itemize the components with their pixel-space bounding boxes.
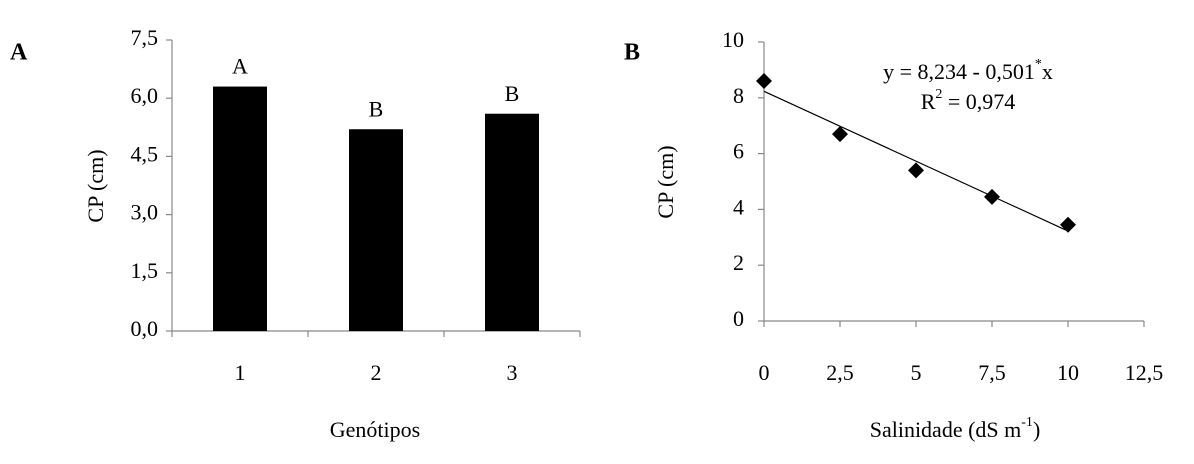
trendline [763,90,1069,232]
bar [349,129,403,331]
bar-letter: A [232,54,248,79]
marker [832,126,848,143]
panel-label: B [624,40,640,66]
equation: y = 8,234 - 0,501*x [883,57,1053,84]
r-squared: R2 = 0,974 [921,87,1016,114]
x-tick-label: 12,5 [1125,360,1164,385]
x-tick-label: 5 [911,360,922,385]
r2-sup: 2 [935,87,942,102]
y-tick-label: 0,0 [131,316,159,341]
y-axis-label: CP (cm) [83,149,108,222]
bar [213,86,267,331]
y-tick-label: 4,5 [131,141,159,166]
x-label-text: ) [1033,417,1040,442]
r2-text: = 0,974 [942,89,1015,114]
x-axis-label: Genótipos [330,417,420,442]
equation-text: y = 8,234 - 0,501 [883,59,1035,84]
x-label-text: Salinidade (dS m [870,417,1022,442]
marker [1060,216,1076,233]
y-tick-label: 10 [722,27,744,52]
x-label-sup: -1 [1021,415,1033,430]
y-tick-label: 1,5 [131,258,159,283]
bar [485,113,539,331]
y-tick-label: 4 [733,194,744,219]
x-axis-label: Salinidade (dS m-1) [870,415,1041,442]
x-tick-label: 2 [371,360,382,385]
panel-label: A [10,40,28,66]
marker [756,73,772,90]
marker [908,162,924,179]
x-tick-label: 10 [1057,360,1079,385]
x-tick-label: 3 [507,360,518,385]
bar-letter: B [369,96,384,121]
x-tick-label: 1 [235,360,246,385]
y-axis-label: CP (cm) [653,145,678,218]
r2-text: R [921,89,936,114]
marker [984,188,1000,205]
bar-letter: B [505,81,520,106]
y-tick-label: 0 [733,306,744,331]
y-tick-label: 3,0 [131,200,159,225]
equation-sup: * [1035,57,1042,72]
y-tick-label: 6,0 [131,83,159,108]
equation-text: x [1042,59,1053,84]
x-tick-label: 0 [759,360,770,385]
y-tick-label: 7,5 [131,25,159,50]
y-tick-label: 2 [733,250,744,275]
y-tick-label: 8 [733,83,744,108]
y-tick-label: 6 [733,139,744,164]
x-tick-label: 7,5 [978,360,1006,385]
x-tick-label: 2,5 [826,360,854,385]
